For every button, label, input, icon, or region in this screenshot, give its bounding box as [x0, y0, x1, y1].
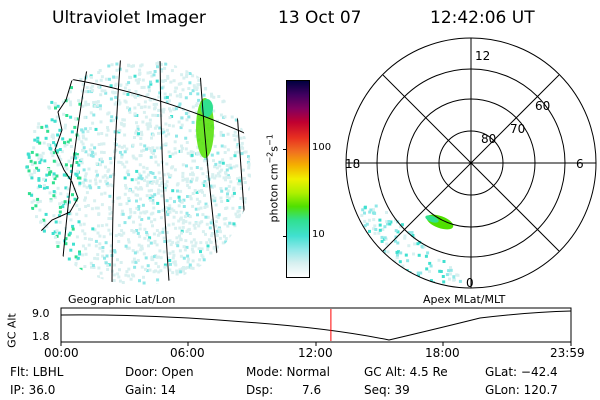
mode-info: Mode: Normal	[246, 365, 330, 379]
lat-label-60: 60	[535, 99, 550, 113]
coastline	[31, 79, 79, 243]
lat-label-70: 70	[510, 122, 525, 136]
strip-xtick-1800: 18:00	[425, 346, 460, 360]
auroral-patch-edge	[201, 99, 213, 117]
image-date: 13 Oct 07	[278, 8, 362, 28]
colorbar	[283, 80, 310, 278]
strip-right-label: Apex MLat/MLT	[423, 293, 506, 306]
door-info: Door: Open	[125, 365, 194, 379]
colorbar-tick-100-mark	[283, 149, 287, 150]
dsp-label: Dsp:	[246, 383, 274, 397]
altitude-curve	[60, 310, 572, 341]
ip-info: IP: 36.0	[10, 383, 56, 397]
dsp-value: 7.6	[302, 383, 322, 397]
colorbar-tick-100: 100	[312, 142, 332, 153]
glat-info: GLat: −42.4	[485, 365, 558, 379]
strip-xtick-0600: 06:00	[170, 346, 205, 360]
strip-y-top: 9.0	[32, 307, 50, 320]
mlt-label-6: 6	[576, 157, 584, 171]
image-time: 12:42:06 UT	[430, 8, 535, 28]
strip-xtick-2359: 23:59	[550, 346, 585, 360]
mlt-label-12: 12	[475, 49, 490, 63]
polar-grid	[345, 37, 597, 289]
mlt-label-18: 18	[345, 157, 360, 171]
polar-auroral-core	[425, 215, 439, 223]
strip-y-bottom: 1.8	[32, 330, 50, 343]
colorbar-tick-10: 10	[312, 229, 325, 240]
lat-label-80: 80	[481, 132, 496, 146]
strip-left-label: Geographic Lat/Lon	[68, 293, 176, 306]
strip-xtick-0000: 00:00	[44, 346, 79, 360]
gain-info: Gain: 14	[125, 383, 176, 397]
strip-frame	[60, 307, 572, 343]
gc-altitude-info: GC Alt: 4.5 Re	[364, 365, 448, 379]
glon-info: GLon: 120.7	[485, 383, 558, 397]
seq-info: Seq: 39	[364, 383, 410, 397]
filter-info: Flt: LBHL	[10, 365, 64, 379]
mlt-label-0: 0	[466, 276, 474, 290]
instrument-title: Ultraviolet Imager	[52, 8, 206, 28]
strip-x-ticks	[60, 342, 572, 346]
strip-xtick-1200: 12:00	[298, 346, 333, 360]
colorbar-tick-10-mark	[283, 236, 287, 237]
